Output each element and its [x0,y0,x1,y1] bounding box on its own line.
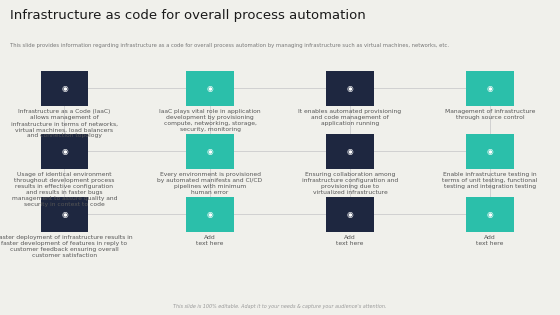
FancyBboxPatch shape [326,71,374,106]
Text: Ensuring collaboration among
infrastructure configuration and
provisioning due t: Ensuring collaboration among infrastruct… [302,172,398,195]
Text: Add
text here: Add text here [197,235,223,246]
Text: ◉: ◉ [487,147,493,156]
Text: Add
text here: Add text here [337,235,363,246]
FancyBboxPatch shape [186,71,234,106]
FancyBboxPatch shape [41,71,88,106]
Text: ◉: ◉ [61,84,68,93]
Text: ◉: ◉ [207,147,213,156]
FancyBboxPatch shape [186,197,234,232]
Text: This slide is 100% editable. Adapt it to your needs & capture your audience's at: This slide is 100% editable. Adapt it to… [173,304,387,309]
FancyBboxPatch shape [466,134,514,169]
Text: Faster deployment of infrastructure results in
faster development of features in: Faster deployment of infrastructure resu… [0,235,133,258]
Text: Management of infrastructure
through source control: Management of infrastructure through sou… [445,109,535,120]
Text: It enables automated provisioning
and code management of
application running: It enables automated provisioning and co… [298,109,402,126]
Text: This slide provides information regarding infrastructure as a code for overall p: This slide provides information regardin… [10,43,449,48]
FancyBboxPatch shape [326,197,374,232]
Text: ◉: ◉ [61,210,68,219]
Text: ◉: ◉ [207,210,213,219]
FancyBboxPatch shape [466,71,514,106]
Text: ◉: ◉ [487,84,493,93]
Text: Infrastructure as a Code (IaaC)
allows management of
infrastructure in terms of : Infrastructure as a Code (IaaC) allows m… [11,109,118,138]
Text: ◉: ◉ [347,84,353,93]
Text: Usage of identical environment
throughout development process
results in effecti: Usage of identical environment throughou… [12,172,117,207]
Text: Enable infrastructure testing in
terms of unit testing, functional
testing and i: Enable infrastructure testing in terms o… [442,172,538,189]
Text: ◉: ◉ [487,210,493,219]
FancyBboxPatch shape [41,197,88,232]
Text: ◉: ◉ [347,210,353,219]
Text: ◉: ◉ [207,84,213,93]
Text: Infrastructure as code for overall process automation: Infrastructure as code for overall proce… [10,9,366,22]
FancyBboxPatch shape [186,134,234,169]
Text: Add
text here: Add text here [477,235,503,246]
Text: ◉: ◉ [347,147,353,156]
FancyBboxPatch shape [41,134,88,169]
Text: IaaC plays vital role in application
development by provisioning
compute, networ: IaaC plays vital role in application dev… [159,109,261,132]
FancyBboxPatch shape [326,134,374,169]
FancyBboxPatch shape [466,197,514,232]
Text: Every environment is provisioned
by automated manifests and CI/CD
pipelines with: Every environment is provisioned by auto… [157,172,263,195]
Text: ◉: ◉ [61,147,68,156]
